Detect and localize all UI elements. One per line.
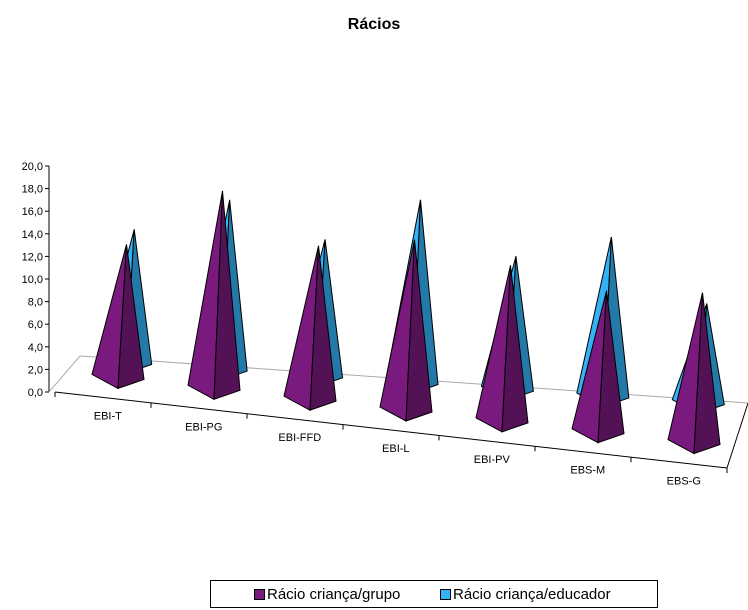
x-tick-label: EBI-L	[382, 443, 410, 455]
y-tick-label: 20,0	[22, 161, 43, 173]
pyramid-series-1-EBI-FFD	[283, 245, 337, 411]
axes	[45, 165, 748, 473]
x-tick-label: EBS-G	[667, 476, 701, 488]
y-tick-label: 0,0	[28, 387, 43, 399]
legend-swatch-blue	[440, 589, 451, 600]
chart-legend: Rácio criança/grupo Rácio criança/educad…	[210, 580, 658, 608]
legend-swatch-purple	[254, 589, 265, 600]
y-tick-label: 2,0	[28, 364, 43, 376]
pyramid-series-1-EBI-PV	[475, 265, 529, 433]
x-axis-line	[54, 391, 728, 469]
floor-left-edge	[48, 355, 81, 393]
y-tick-label: 18,0	[22, 184, 43, 196]
pyramid-face-side	[597, 290, 625, 444]
chart-title: Rácios	[347, 16, 401, 33]
pyramid-face-side	[405, 239, 433, 422]
pyramid-marks	[91, 190, 725, 455]
axis-labels: 0,0 2,0 4,0 6,0 8,0 10,0 12,0 14,0 16,0 18,0 20,0 E…	[22, 161, 701, 488]
pyramid-face-side	[501, 265, 529, 433]
x-tick-label: EBS-M	[570, 465, 605, 477]
legend-label: Rácio criança/grupo	[267, 586, 401, 603]
pyramid-series-1-EBI-L	[379, 239, 433, 422]
pyramid-series-1-EBI-PG	[187, 190, 241, 401]
legend-item-series-2: Rácio criança/educador	[440, 586, 611, 603]
legend-label: Rácio criança/educador	[453, 586, 611, 603]
y-tick-label: 12,0	[22, 251, 43, 263]
y-tick-label: 6,0	[28, 319, 43, 331]
x-tick-label: EBI-T	[94, 410, 122, 422]
x-tick-label: EBI-FFD	[278, 432, 321, 444]
y-tick-label: 14,0	[22, 229, 43, 241]
y-tick-label: 8,0	[28, 297, 43, 309]
x-tick-label: EBI-PG	[185, 421, 222, 433]
pyramid-face-side	[213, 190, 241, 400]
pyramid-face-side	[693, 292, 721, 455]
y-tick-label: 4,0	[28, 342, 43, 354]
pyramid-series-1-EBS-G	[667, 292, 721, 455]
legend-item-series-1: Rácio criança/grupo	[254, 586, 400, 603]
y-tick-label: 16,0	[22, 206, 43, 218]
pyramid-series-1-EBI-T	[91, 244, 145, 390]
floor-right-edge	[726, 402, 748, 469]
x-tick-label: EBI-PV	[474, 454, 511, 466]
pyramid-face-side	[117, 244, 145, 390]
y-tick-label: 10,0	[22, 274, 43, 286]
pyramid-series-1-EBS-M	[571, 290, 625, 444]
pyramid-face-side	[309, 245, 337, 411]
